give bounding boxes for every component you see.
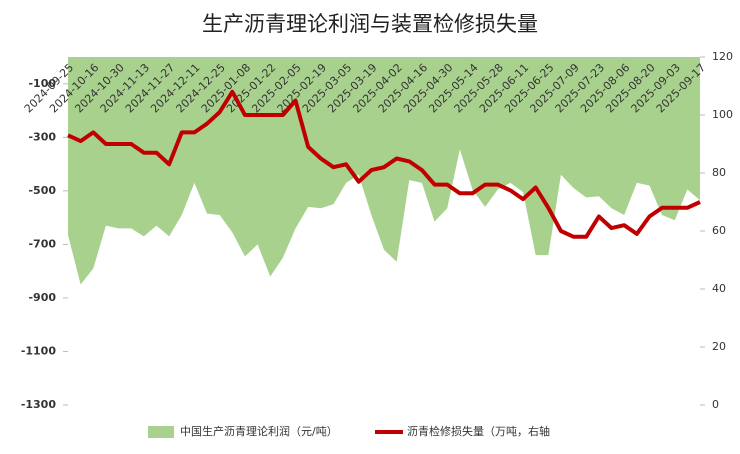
- legend-swatch: [148, 426, 174, 438]
- y-tick-label: -500: [28, 184, 56, 197]
- y-tick-label: -900: [28, 291, 56, 304]
- y-tick-label: -1100: [21, 344, 57, 357]
- area: [68, 57, 700, 285]
- y-tick-label: -300: [28, 130, 56, 143]
- y2-tick-label: 100: [712, 108, 733, 121]
- y2-tick-label: 60: [712, 224, 726, 237]
- legend-label: 沥青检修损失量（万吨，右轴: [407, 424, 550, 438]
- y2-tick-label: 120: [712, 50, 733, 63]
- y2-tick-label: 0: [712, 398, 719, 411]
- y2-tick-label: 40: [712, 282, 726, 295]
- y2-tick-label: 80: [712, 166, 726, 179]
- y-tick-label: -1300: [21, 398, 57, 411]
- y-tick-label: -100: [28, 77, 56, 90]
- y2-tick-label: 20: [712, 340, 726, 353]
- line: [67, 89, 701, 239]
- legend-label: 中国生产沥青理论利润（元/吨）: [180, 424, 338, 438]
- chart-title: 生产沥青理论利润与装置检修损失量: [202, 12, 538, 36]
- y-tick-label: -700: [28, 237, 56, 250]
